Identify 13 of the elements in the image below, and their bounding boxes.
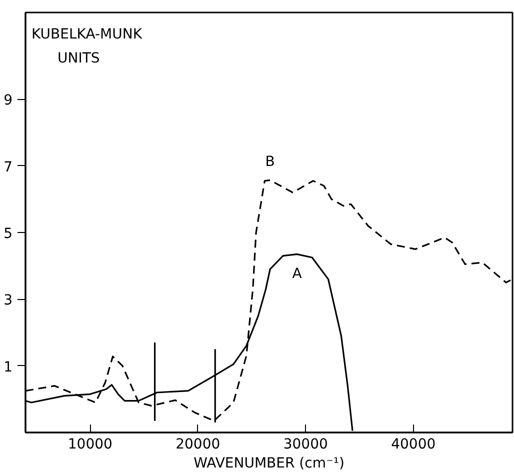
y-tick-label: 3 xyxy=(4,292,13,309)
x-tick-label: 10000 xyxy=(68,436,112,452)
x-tick-label: 20000 xyxy=(176,436,220,452)
y-tick-label: 1 xyxy=(4,359,13,376)
y-tick-label: 9 xyxy=(4,92,13,109)
x-axis-title: WAVENUMBER (cm⁻¹) xyxy=(194,456,344,472)
y-axis-title: KUBELKA-MUNK UNITS xyxy=(32,26,143,66)
y-tick-label: 7 xyxy=(4,159,13,176)
series-label: A xyxy=(292,266,302,282)
x-tick-label: 40000 xyxy=(391,436,436,452)
x-tick-label: 30000 xyxy=(283,436,328,452)
y-tick-label: 5 xyxy=(4,226,13,242)
series-label: B xyxy=(265,154,275,170)
